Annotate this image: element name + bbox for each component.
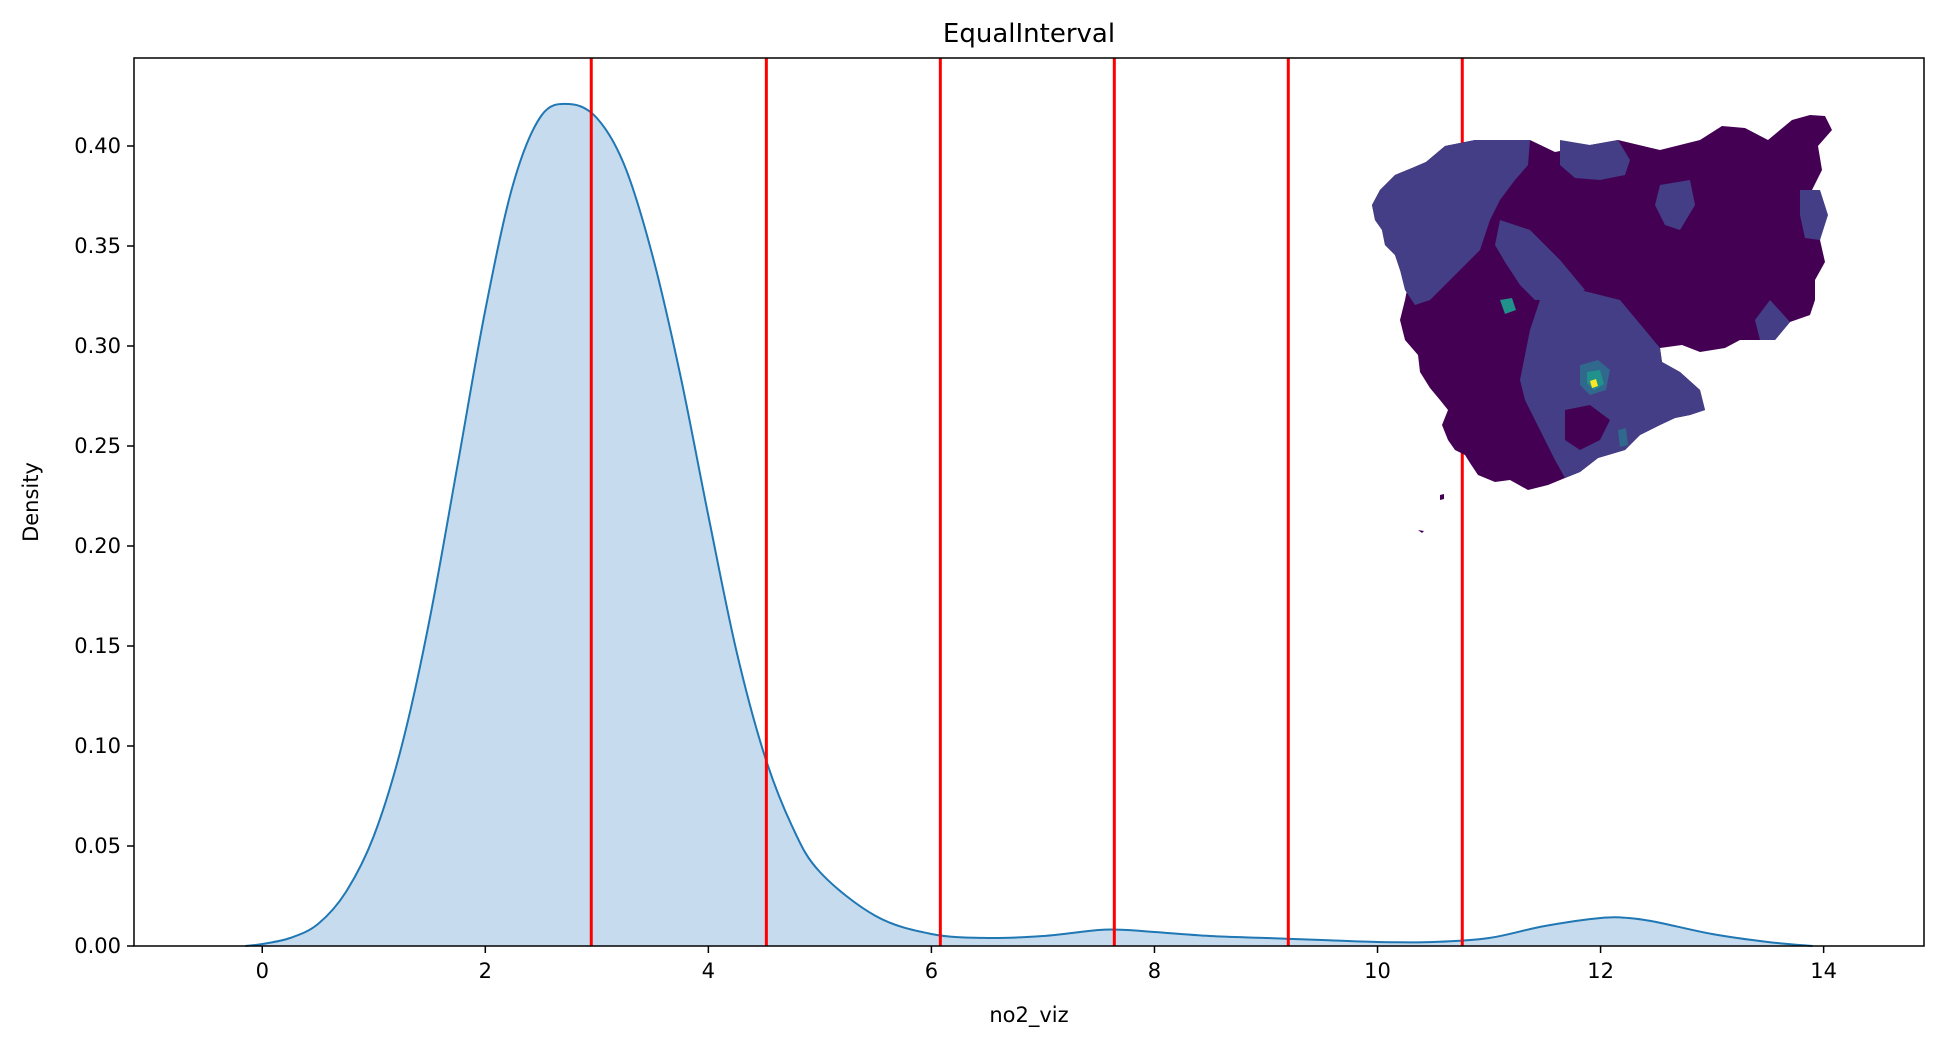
map-island-1 [1440,494,1444,500]
x-tick-label: 10 [1364,959,1391,983]
map-region-mid-4 [1800,190,1828,240]
y-tick-label: 0.00 [74,934,121,958]
y-tick-label: 0.05 [74,834,121,858]
kde-area-fill [245,103,1813,947]
x-tick-label: 14 [1810,959,1837,983]
map-region-mid-7 [1755,300,1790,340]
y-tick-label: 0.10 [74,734,121,758]
y-axis-label: Density [19,462,43,542]
map-region-mid-3 [1655,180,1695,230]
x-tick-label: 2 [479,959,492,983]
x-tick-label: 8 [1148,959,1161,983]
map-region-dark-hole [1565,405,1610,450]
map-region-mid [1372,140,1530,305]
x-tick-label: 4 [702,959,715,983]
map-island-2 [1418,530,1424,533]
x-tick-label: 0 [256,959,269,983]
y-tick-label: 0.35 [74,234,121,258]
x-axis-label: no2_viz [989,1003,1068,1028]
x-tick-label: 6 [925,959,938,983]
map-region-teal-2 [1500,298,1516,314]
y-tick-label: 0.20 [74,534,121,558]
y-tick-label: 0.40 [74,134,121,158]
plot-area [245,58,1813,947]
inset-choropleth-map [1372,115,1832,533]
chart-title: EqualInterval [943,19,1115,49]
x-tick-label: 12 [1587,959,1614,983]
y-tick-label: 0.25 [74,434,121,458]
map-region-mid-2 [1560,140,1630,180]
y-tick-label: 0.30 [74,334,121,358]
map-region-teal-3 [1618,428,1628,447]
x-axis-ticks: 0 2 4 6 8 10 12 14 [256,946,1837,983]
map-region-bright [1590,379,1598,388]
y-tick-label: 0.15 [74,634,121,658]
y-axis-ticks: 0.00 0.05 0.10 0.15 0.20 0.25 0.30 0.35 0.40 [74,134,134,958]
axes-frame [133,57,1925,947]
map-region-mid-6 [1495,220,1585,300]
